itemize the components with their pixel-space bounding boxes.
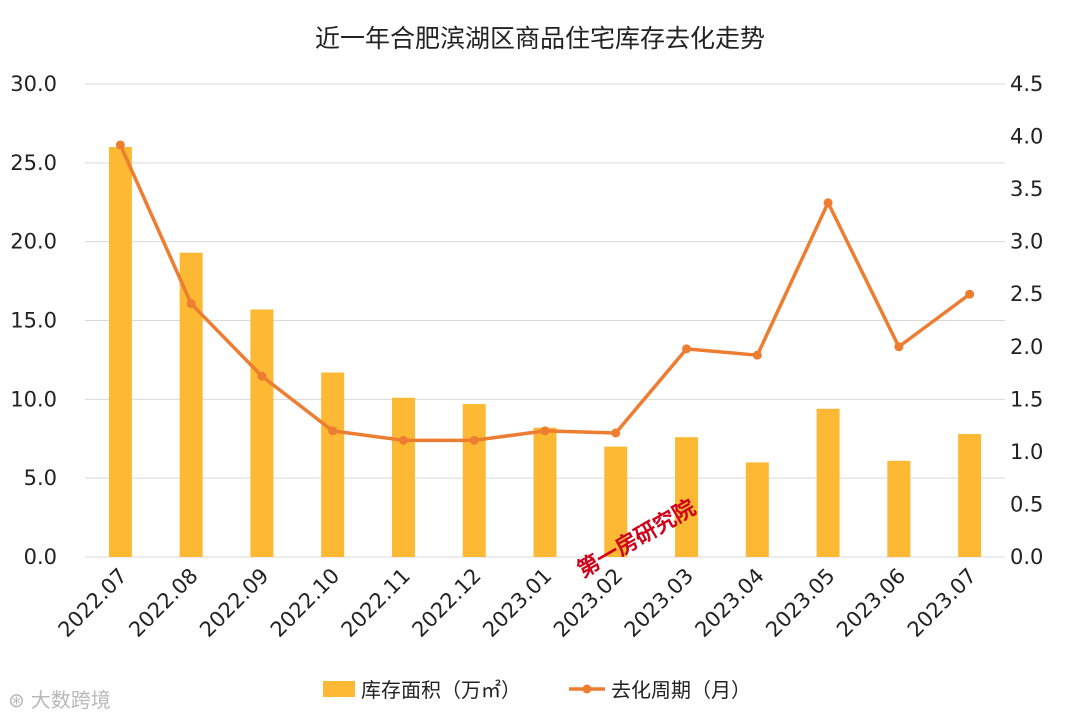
left-tick-label: 25.0: [10, 151, 57, 175]
gridlines: [85, 83, 1005, 558]
x-tick-label: 2022.08: [124, 564, 202, 642]
bar-series: [108, 147, 982, 558]
left-tick-label: 30.0: [10, 72, 57, 96]
left-tick-label: 10.0: [10, 387, 57, 411]
logo: ⊛ 大数跨境: [8, 684, 111, 713]
bar: [321, 372, 345, 557]
x-tick-label: 2022.07: [54, 564, 132, 642]
line-point: [682, 344, 692, 354]
right-axis-ticks: 0.0 0.5 1.0 1.5 2.0 2.5 3.0 3.5 4.0 4.5: [1010, 72, 1043, 569]
line-series: [115, 140, 975, 445]
x-tick-label: 2023.04: [690, 564, 768, 642]
right-tick-label: 2.0: [1010, 335, 1043, 359]
x-tick-label: 2023.01: [478, 564, 556, 642]
right-tick-label: 4.0: [1010, 125, 1043, 149]
line-point: [186, 299, 196, 309]
right-tick-label: 3.0: [1010, 230, 1043, 254]
legend-bar-swatch: [323, 681, 355, 697]
line-point: [823, 198, 833, 208]
bar: [745, 462, 769, 557]
left-tick-label: 5.0: [24, 466, 57, 490]
bar: [179, 252, 203, 557]
line-point: [611, 428, 621, 438]
series-line: [118, 144, 971, 443]
right-tick-label: 1.0: [1010, 440, 1043, 464]
x-tick-label: 2022.12: [407, 564, 485, 642]
line-point: [469, 435, 479, 445]
right-tick-label: 3.5: [1010, 177, 1043, 201]
line-point: [540, 426, 550, 436]
bar: [462, 404, 486, 557]
logo-text: 大数跨境: [30, 688, 111, 712]
x-tick-label: 2023.06: [832, 564, 910, 642]
right-tick-label: 2.5: [1010, 282, 1043, 306]
legend: 库存面积（万㎡） 去化周期（月）: [323, 678, 751, 702]
legend-line-label: 去化周期（月）: [611, 678, 751, 702]
legend-bar-label: 库存面积（万㎡）: [361, 678, 521, 702]
x-tick-label: 2023.03: [620, 564, 698, 642]
line-point: [328, 426, 338, 436]
right-tick-label: 1.5: [1010, 387, 1043, 411]
line-point: [965, 289, 975, 299]
left-tick-label: 15.0: [10, 309, 57, 333]
line-point: [115, 140, 125, 150]
x-tick-label: 2022.11: [337, 564, 415, 642]
bar: [887, 460, 911, 557]
line-point: [894, 342, 904, 352]
line-point: [752, 350, 762, 360]
logo-icon: ⊛: [8, 688, 25, 712]
right-tick-label: 4.5: [1010, 72, 1043, 96]
legend-line-dot: [582, 684, 592, 694]
line-point: [398, 435, 408, 445]
x-tick-label: 2022.09: [195, 564, 273, 642]
left-tick-label: 20.0: [10, 230, 57, 254]
left-axis-ticks: 0.0 5.0 10.0 15.0 20.0 25.0 30.0: [10, 72, 57, 569]
bar: [816, 408, 840, 557]
x-tick-label: 2022.10: [266, 564, 344, 642]
right-tick-label: 0.0: [1010, 545, 1043, 569]
bar: [675, 437, 699, 557]
bar: [533, 427, 557, 557]
right-tick-label: 0.5: [1010, 492, 1043, 516]
bar: [958, 434, 982, 557]
bar: [604, 446, 628, 557]
bar: [391, 397, 415, 557]
x-tick-label: 2023.05: [761, 564, 839, 642]
x-tick-label: 2023.07: [903, 564, 981, 642]
chart-title: 近一年合肥滨湖区商品住宅库存去化走势: [315, 24, 765, 53]
bar: [250, 309, 274, 557]
x-axis-ticks: 2022.072022.082022.092022.102022.112022.…: [54, 564, 982, 642]
bar: [108, 147, 132, 558]
line-point: [257, 371, 267, 381]
left-tick-label: 0.0: [24, 545, 57, 569]
